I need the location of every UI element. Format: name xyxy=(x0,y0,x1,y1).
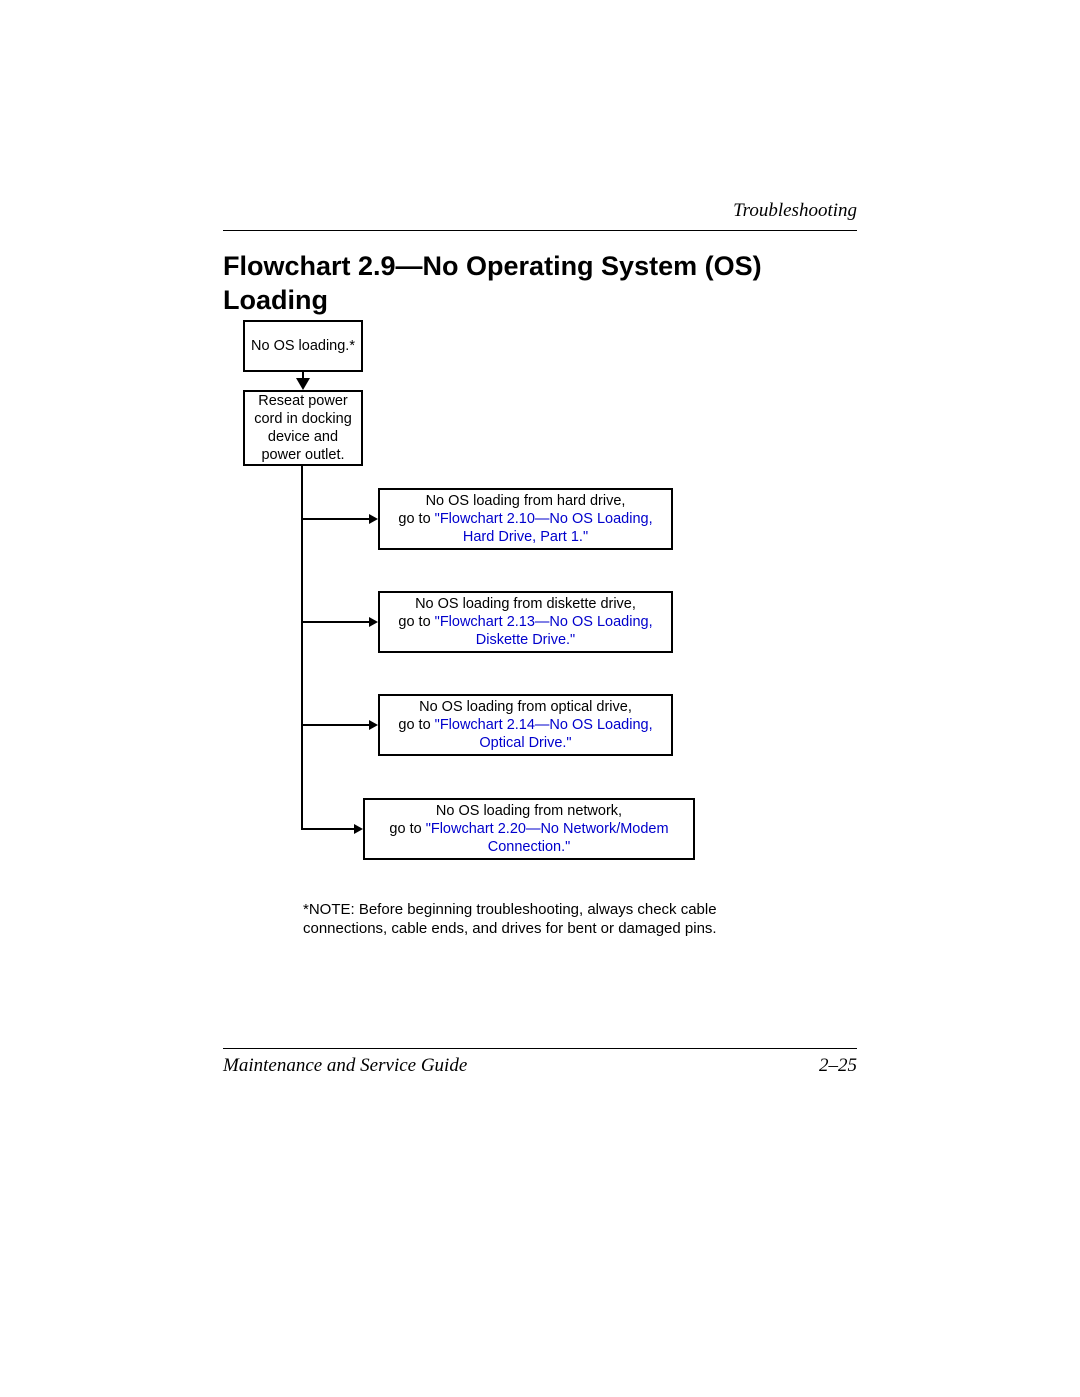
spine-line xyxy=(301,466,303,829)
branch-lead: No OS loading from network, xyxy=(436,802,622,820)
header: Troubleshooting xyxy=(223,200,857,231)
reseat-box: Reseat power cord in docking device and … xyxy=(243,390,363,466)
footer-right: 2–25 xyxy=(819,1055,857,1077)
goto-prefix: go to xyxy=(398,717,434,733)
goto-prefix: go to xyxy=(398,614,434,630)
page-title: Flowchart 2.9—No Operating System (OS) L… xyxy=(223,250,857,318)
footer-row: Maintenance and Service Guide 2–25 xyxy=(223,1055,857,1077)
branch-line xyxy=(301,518,370,520)
branch-box-0: No OS loading from hard drive,go to "Flo… xyxy=(378,488,673,550)
arrow-right-icon xyxy=(354,824,363,834)
branch-goto: go to "Flowchart 2.13—No OS Loading, Dis… xyxy=(386,613,665,649)
flowchart-link[interactable]: "Flowchart 2.14—No OS Loading, Optical D… xyxy=(435,717,653,751)
footer-rule xyxy=(223,1048,857,1049)
branch-line xyxy=(301,621,370,623)
branch-lead: No OS loading from diskette drive, xyxy=(415,595,636,613)
branch-line xyxy=(301,724,370,726)
page: Troubleshooting Flowchart 2.9—No Operati… xyxy=(0,0,1080,1397)
arrow-right-icon xyxy=(369,720,378,730)
branch-box-3: No OS loading from network,go to "Flowch… xyxy=(363,798,695,860)
header-rule xyxy=(223,230,857,231)
flowchart: No OS loading.* Reseat power cord in dock… xyxy=(223,320,857,930)
goto-prefix: go to xyxy=(389,821,425,837)
flowchart-link[interactable]: "Flowchart 2.13—No OS Loading, Diskette … xyxy=(435,614,653,648)
goto-prefix: go to xyxy=(398,511,434,527)
footer-left: Maintenance and Service Guide xyxy=(223,1055,467,1077)
reseat-box-text: Reseat power cord in docking device and … xyxy=(251,392,355,465)
branch-goto: go to "Flowchart 2.20—No Network/Modem C… xyxy=(371,820,687,856)
start-box: No OS loading.* xyxy=(243,320,363,372)
flowchart-link[interactable]: "Flowchart 2.20—No Network/Modem Connect… xyxy=(426,821,669,855)
arrow-down-icon xyxy=(296,378,310,390)
branch-goto: go to "Flowchart 2.14—No OS Loading, Opt… xyxy=(386,716,665,752)
arrow-right-icon xyxy=(369,514,378,524)
arrow-right-icon xyxy=(369,617,378,627)
section-label: Troubleshooting xyxy=(223,200,857,222)
branch-box-2: No OS loading from optical drive,go to "… xyxy=(378,694,673,756)
start-box-text: No OS loading.* xyxy=(251,337,355,355)
branch-lead: No OS loading from hard drive, xyxy=(426,492,626,510)
branch-lead: No OS loading from optical drive, xyxy=(419,698,632,716)
branch-line xyxy=(301,828,355,830)
flowchart-link[interactable]: "Flowchart 2.10—No OS Loading, Hard Driv… xyxy=(435,511,653,545)
branch-box-1: No OS loading from diskette drive,go to … xyxy=(378,591,673,653)
footer: Maintenance and Service Guide 2–25 xyxy=(223,1048,857,1077)
footnote: *NOTE: Before beginning troubleshooting,… xyxy=(303,900,763,938)
branch-goto: go to "Flowchart 2.10—No OS Loading, Har… xyxy=(386,510,665,546)
